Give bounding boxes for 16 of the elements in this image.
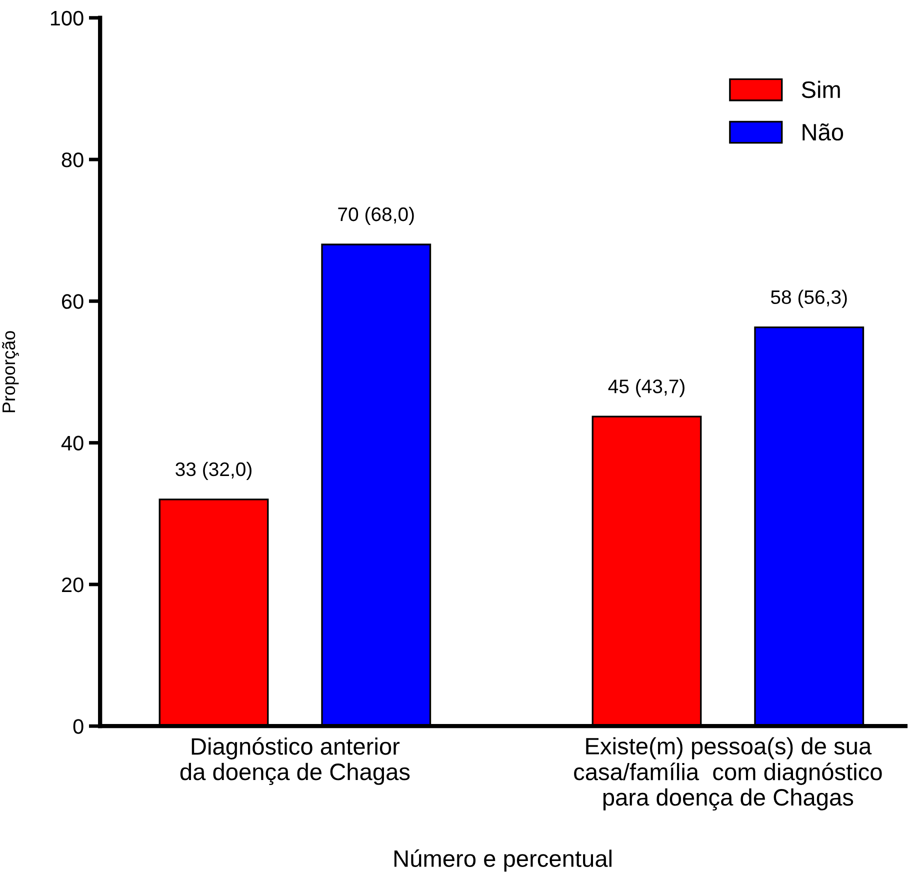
legend-label: Sim — [802, 80, 840, 98]
y-axis-title: Proporção — [2, 331, 19, 412]
data-label: 58 (56,3) — [770, 290, 847, 308]
x-axis-title: Número e percentual — [394, 849, 612, 872]
y-tick-label: 40 — [61, 436, 84, 451]
y-tick-label: 100 — [50, 10, 84, 26]
y-tick-label: 0 — [73, 719, 84, 734]
y-tick-label: 60 — [62, 294, 84, 309]
x-tick-label: Existe(m) pessoa(s) de sua casa/família com diagnóstico para doença de Chagas — [574, 737, 882, 811]
data-label: 45 (43,7) — [608, 379, 684, 398]
y-tick-label: 80 — [62, 152, 84, 168]
x-tick-label: Diagnóstico anterior da doença de Chagas — [180, 737, 410, 786]
legend-label: Não — [802, 123, 844, 141]
data-label: 33 (32,0) — [176, 462, 252, 480]
y-tick-label: 20 — [62, 577, 84, 592]
data-label: 70 (68,0) — [338, 206, 414, 226]
